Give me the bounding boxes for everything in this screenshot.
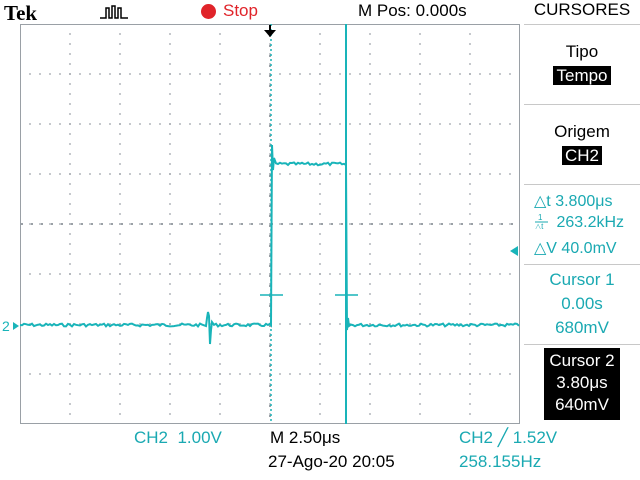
trigger-level-arrow-icon xyxy=(510,246,518,256)
run-state-label: Stop xyxy=(223,1,258,20)
svg-text:△t: △t xyxy=(535,222,544,229)
origem-option[interactable]: CH2 xyxy=(524,146,640,166)
trigger-position-icon xyxy=(264,30,276,37)
cursor-1-time: 0.00s xyxy=(561,294,603,313)
cursor-1-title[interactable]: Cursor 1 xyxy=(549,270,615,289)
menu-divider xyxy=(524,24,640,25)
brand-logo: Tek xyxy=(4,1,38,25)
origem-value: CH2 xyxy=(561,146,602,165)
menu-divider xyxy=(524,264,640,265)
acquisition-pulse-icon xyxy=(100,4,130,25)
cursor-2-title: Cursor 2 xyxy=(549,351,615,370)
trigger-frequency-readout: 258.155Hz xyxy=(459,452,542,471)
menu-title: CURSORES xyxy=(533,0,631,19)
one-over-delta-t-icon: 1 △t xyxy=(535,213,548,231)
frequency-readout: 1 △t 263.2kHz xyxy=(534,213,624,232)
waveform-display[interactable] xyxy=(20,24,520,424)
svg-text:1: 1 xyxy=(538,213,543,222)
trigger-readout: CH2 ╱ 1.52V xyxy=(459,428,558,447)
horizontal-position-readout: M Pos: 0.000s xyxy=(358,1,467,20)
stop-indicator-icon xyxy=(201,4,216,19)
menu-divider xyxy=(524,184,640,185)
cursor-1-voltage: 680mV xyxy=(555,318,609,337)
tipo-option[interactable]: Tempo xyxy=(524,66,640,86)
delta-t-readout: △t 3.800μs xyxy=(534,193,613,210)
ch2-waveform-trace xyxy=(19,144,520,345)
menu-divider xyxy=(524,104,640,105)
cursor-2-voltage: 640mV xyxy=(555,395,609,414)
ch2-ground-marker: 2 xyxy=(2,318,10,334)
graticule-grid xyxy=(21,25,513,417)
frequency-value: 263.2kHz xyxy=(556,214,625,231)
menu-divider xyxy=(524,344,640,345)
cursor-2-time: 3.80μs xyxy=(556,373,608,392)
ch2-scale-readout: CH2 1.00V xyxy=(134,428,222,447)
origem-label: Origem xyxy=(554,122,610,141)
timebase-readout: M 2.50μs xyxy=(270,428,341,447)
tipo-label: Tipo xyxy=(565,42,599,61)
cursor-2-option[interactable]: Cursor 2 3.80μs 640mV xyxy=(544,348,620,420)
delta-v-readout: △V 40.0mV xyxy=(534,240,617,257)
date-time-readout: 27-Ago-20 20:05 xyxy=(268,452,395,471)
tipo-value: Tempo xyxy=(553,66,611,85)
